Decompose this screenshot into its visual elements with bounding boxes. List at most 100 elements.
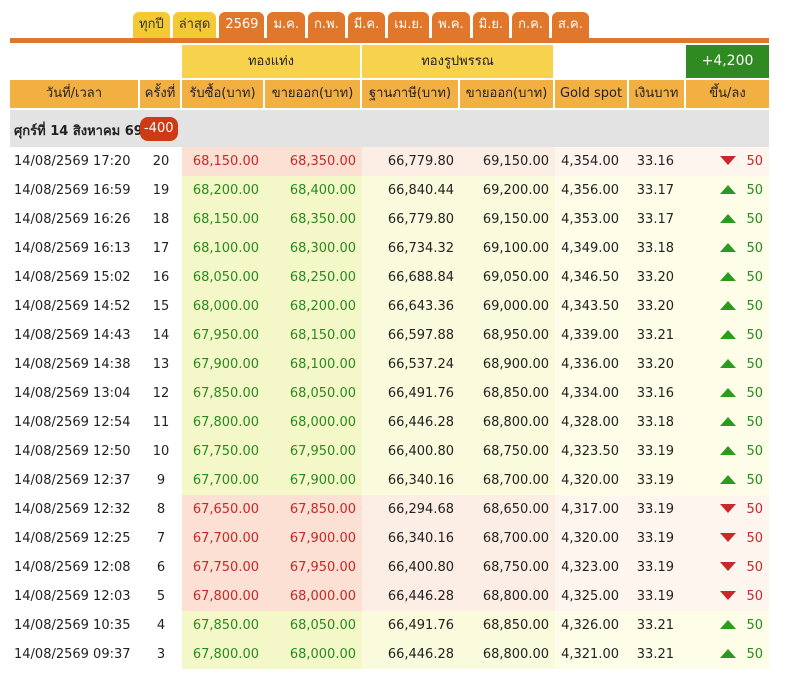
table-row: 14/08/2569 12:25 7 67,700.00 67,900.00 66,34…	[10, 524, 769, 553]
row-bar-buy: 67,900.00	[182, 350, 265, 379]
row-gold-spot: 4,349.00	[555, 234, 629, 263]
row-datetime: 14/08/2569 14:38	[14, 357, 131, 372]
row-datetime: 14/08/2569 13:04	[14, 386, 131, 401]
period-tabs: ทุกปี ล่าสุด 2569 ม.ค. ก.พ. มี.ค. เม.ย. …	[133, 12, 589, 38]
day-header-row: ศุกร์ที่ 14 สิงหาคม 69 -400	[10, 110, 769, 147]
tab-jul[interactable]: ก.ค.	[512, 12, 549, 38]
row-gold-spot: 4,320.00	[555, 466, 629, 495]
row-thb: 33.17	[629, 205, 686, 234]
row-jewelry-sell: 69,150.00	[460, 147, 555, 176]
tab-year[interactable]: 2569	[219, 12, 265, 38]
gold-jewelry-group-header: ทองรูปพรรณ	[362, 45, 553, 78]
tab-all-years[interactable]: ทุกปี	[133, 12, 170, 38]
row-datetime: 14/08/2569 17:20	[14, 154, 131, 169]
row-datetime: 14/08/2569 12:08	[14, 560, 131, 575]
change-value: 50	[746, 473, 763, 488]
row-change: 50	[686, 147, 769, 176]
col-change: ขึ้น/ลง	[686, 80, 769, 108]
col-bar-sell: ขายออก(บาท)	[265, 80, 360, 108]
row-change: 50	[686, 292, 769, 321]
up-arrow-icon	[720, 330, 737, 339]
row-datetime: 14/08/2569 12:50	[14, 444, 131, 459]
row-jewelry-base: 66,491.76	[362, 611, 460, 640]
tab-jan[interactable]: ม.ค.	[267, 12, 305, 38]
row-gold-spot: 4,320.00	[555, 524, 629, 553]
row-bar-sell: 68,050.00	[265, 611, 362, 640]
col-jewelry-sell: ขายออก(บาท)	[460, 80, 553, 108]
row-bar-buy: 67,700.00	[182, 466, 265, 495]
table-row: 14/08/2569 12:37 9 67,700.00 67,900.00 66,34…	[10, 466, 769, 495]
row-thb: 33.20	[629, 263, 686, 292]
row-jewelry-sell: 68,700.00	[460, 524, 555, 553]
row-round: 12	[152, 386, 170, 401]
row-datetime: 14/08/2569 10:35	[14, 618, 131, 633]
row-thb: 33.19	[629, 582, 686, 611]
row-bar-buy: 68,100.00	[182, 234, 265, 263]
row-bar-sell: 68,000.00	[265, 640, 362, 669]
change-value: 50	[746, 618, 763, 633]
col-thb: เงินบาท	[629, 80, 684, 108]
row-change: 50	[686, 495, 769, 524]
row-round: 11	[152, 415, 170, 430]
table-row: 14/08/2569 16:26 18 68,150.00 68,350.00 66,7…	[10, 205, 769, 234]
row-thb: 33.19	[629, 437, 686, 466]
tab-feb[interactable]: ก.พ.	[307, 12, 345, 38]
row-datetime: 14/08/2569 09:37	[14, 647, 131, 662]
tab-jun[interactable]: มิ.ย.	[472, 12, 510, 38]
row-jewelry-base: 66,446.28	[362, 582, 460, 611]
row-bar-buy: 67,750.00	[182, 553, 265, 582]
row-round: 20	[152, 154, 170, 169]
row-thb: 33.19	[629, 524, 686, 553]
col-datetime: วันที่/เวลา	[10, 80, 138, 108]
row-round: 14	[152, 328, 170, 343]
row-bar-buy: 68,150.00	[182, 205, 265, 234]
row-jewelry-sell: 68,900.00	[460, 350, 555, 379]
row-thb: 33.19	[629, 495, 686, 524]
table-row: 14/08/2569 16:59 19 68,200.00 68,400.00 66,8…	[10, 176, 769, 205]
tab-mar[interactable]: มี.ค.	[347, 12, 386, 38]
row-gold-spot: 4,354.00	[555, 147, 629, 176]
tab-apr[interactable]: เม.ย.	[388, 12, 430, 38]
row-datetime: 14/08/2569 16:26	[14, 212, 131, 227]
row-jewelry-sell: 68,750.00	[460, 553, 555, 582]
row-bar-buy: 67,850.00	[182, 611, 265, 640]
row-jewelry-sell: 68,650.00	[460, 495, 555, 524]
row-thb: 33.17	[629, 176, 686, 205]
row-thb: 33.18	[629, 234, 686, 263]
row-datetime: 14/08/2569 12:37	[14, 473, 131, 488]
tab-may[interactable]: พ.ค.	[432, 12, 470, 38]
row-change: 50	[686, 437, 769, 466]
down-arrow-icon	[720, 562, 737, 571]
row-bar-sell: 68,350.00	[265, 205, 362, 234]
table-row: 14/08/2569 17:20 20 68,150.00 68,350.00 66,7…	[10, 147, 769, 176]
up-arrow-icon	[720, 301, 737, 310]
table-row: 14/08/2569 14:43 14 67,950.00 68,150.00 66,5…	[10, 321, 769, 350]
row-jewelry-sell: 68,800.00	[460, 408, 555, 437]
change-value: 50	[746, 299, 763, 314]
row-round: 3	[156, 647, 166, 662]
tab-aug[interactable]: ส.ค.	[551, 12, 589, 38]
change-value: 50	[746, 560, 763, 575]
row-datetime: 14/08/2569 16:13	[14, 241, 131, 256]
row-jewelry-base: 66,537.24	[362, 350, 460, 379]
down-arrow-icon	[720, 504, 737, 513]
row-change: 50	[686, 611, 769, 640]
row-round: 17	[152, 241, 170, 256]
change-value: 50	[746, 444, 763, 459]
row-jewelry-base: 66,340.16	[362, 524, 460, 553]
row-jewelry-sell: 69,100.00	[460, 234, 555, 263]
tab-latest[interactable]: ล่าสุด	[172, 12, 217, 38]
row-change: 50	[686, 205, 769, 234]
row-bar-sell: 68,100.00	[265, 350, 362, 379]
row-bar-sell: 67,950.00	[265, 553, 362, 582]
row-jewelry-base: 66,643.36	[362, 292, 460, 321]
row-thb: 33.19	[629, 466, 686, 495]
row-datetime: 14/08/2569 16:59	[14, 183, 131, 198]
row-gold-spot: 4,346.50	[555, 263, 629, 292]
row-jewelry-base: 66,400.80	[362, 553, 460, 582]
row-jewelry-base: 66,491.76	[362, 379, 460, 408]
change-value: 50	[746, 212, 763, 227]
up-arrow-icon	[720, 359, 737, 368]
row-datetime: 14/08/2569 15:02	[14, 270, 131, 285]
row-jewelry-base: 66,446.28	[362, 640, 460, 669]
